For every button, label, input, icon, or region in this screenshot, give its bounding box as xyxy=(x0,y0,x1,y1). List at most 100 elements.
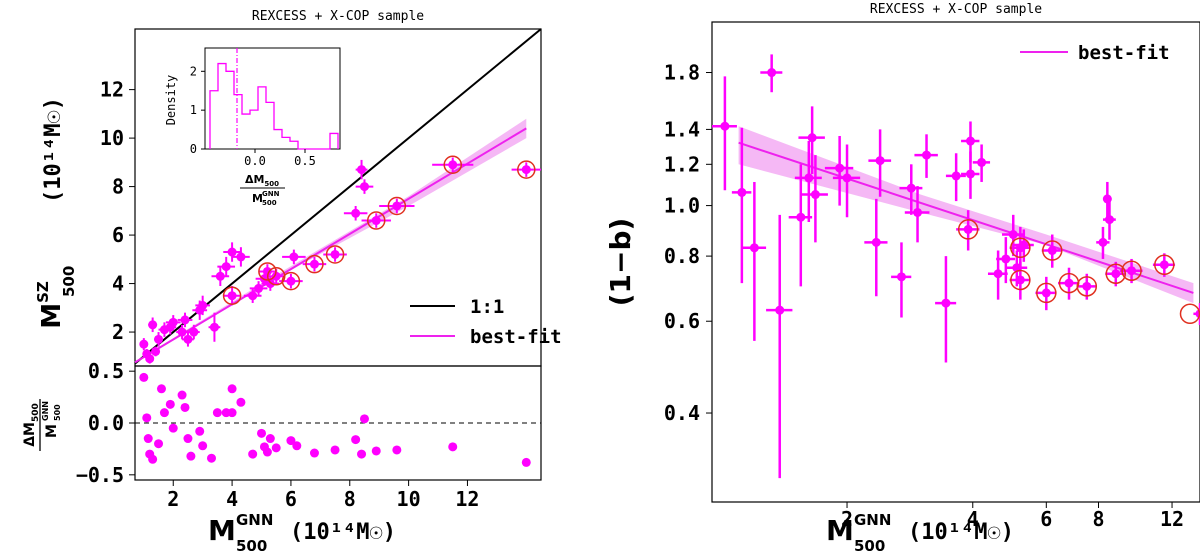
data-point xyxy=(286,276,296,286)
left-xlabel: M GNN 500 (10¹⁴M☉) xyxy=(208,511,396,555)
residual-point xyxy=(330,445,340,455)
left-ylabel-unit: (10¹⁴M☉) xyxy=(41,97,66,203)
residual-point xyxy=(198,441,208,451)
data-point xyxy=(1019,240,1029,250)
left-ylabel: MSZ 500 (10¹⁴M☉) xyxy=(34,97,78,329)
outlier-ring xyxy=(387,196,407,216)
residual-point xyxy=(212,408,222,418)
outlier-ring xyxy=(1121,260,1142,281)
data-point xyxy=(1127,266,1137,276)
data-point xyxy=(168,317,178,327)
xtick-label: 10 xyxy=(397,487,421,511)
data-point xyxy=(951,171,961,181)
outlier-ring xyxy=(258,262,277,281)
outlier-ring xyxy=(305,254,324,274)
data-point xyxy=(448,160,458,170)
legend-bestfit-label: best-fit xyxy=(470,326,562,348)
inset-ytick-label: 1 xyxy=(190,103,197,117)
data-point xyxy=(965,169,975,179)
xtick-label: 4 xyxy=(226,487,238,511)
data-point xyxy=(151,346,161,356)
ytick-label: 6 xyxy=(112,223,124,247)
data-point xyxy=(215,271,225,281)
res-ytick-label: 0.0 xyxy=(88,411,124,435)
svg-text:ΔM500: ΔM500 xyxy=(245,173,279,188)
res-ytick-label: −0.5 xyxy=(76,463,124,487)
left-xlabel-sub: 500 xyxy=(236,537,267,555)
data-point xyxy=(189,327,199,337)
residual-ylabel: ΔM500 M GNN 500 xyxy=(22,399,62,451)
outlier-ring xyxy=(222,286,242,305)
outlier-ring xyxy=(366,211,386,230)
data-point xyxy=(248,291,258,301)
left-ylabel-sub: 500 xyxy=(60,266,78,297)
data-point xyxy=(767,68,777,78)
inset-xlabel-num-sub: 500 xyxy=(264,180,279,188)
residual-point xyxy=(392,445,402,455)
data-point xyxy=(1008,230,1018,240)
residual-point xyxy=(448,442,458,452)
residual-point xyxy=(227,408,237,418)
right-xlabel-sub: 500 xyxy=(854,537,885,555)
ytick-label: 1.4 xyxy=(664,117,700,141)
ytick-label: 8 xyxy=(112,175,124,199)
data-point xyxy=(1001,254,1011,264)
data-point xyxy=(1064,278,1074,288)
data-point xyxy=(1111,269,1121,279)
left-residual-plot: 0.5 0.0 −0.5 2 4 6 8 10 12 xyxy=(76,359,541,511)
residual-point xyxy=(195,426,205,436)
residual-point xyxy=(143,434,153,444)
svg-text:M: M xyxy=(44,424,60,438)
residual-point xyxy=(357,449,367,459)
data-point xyxy=(236,252,246,262)
data-point xyxy=(289,252,299,262)
svg-text:M: M xyxy=(252,192,263,205)
residual-point xyxy=(351,435,361,445)
right-ylabel: (1−b) xyxy=(604,218,637,307)
data-point xyxy=(183,334,193,344)
data-point xyxy=(875,156,885,166)
data-point xyxy=(145,354,155,364)
residual-point xyxy=(262,447,272,457)
right-frame xyxy=(711,21,1200,503)
residual-point xyxy=(177,390,187,400)
data-point xyxy=(271,271,281,281)
outlier-ring xyxy=(281,271,301,291)
ytick-label: 1.0 xyxy=(664,194,700,218)
left-xlabel-sup: GNN xyxy=(236,511,273,529)
residual-point xyxy=(236,397,246,407)
data-point xyxy=(775,305,785,315)
fit-band xyxy=(738,126,1194,304)
right-xlabel: M GNN 500 (10¹⁴M☉) xyxy=(826,511,1014,555)
inset-histogram: 0.0 0.5 0 1 2 xyxy=(190,48,339,168)
data-point xyxy=(807,133,817,143)
data-point xyxy=(749,243,759,253)
svg-text:MSZ: MSZ xyxy=(34,281,67,329)
outlier-ring xyxy=(1010,237,1031,259)
inset-xlabel: ΔM500 M GNN 500 xyxy=(240,173,285,207)
svg-text:M: M xyxy=(208,514,236,547)
data-point xyxy=(842,173,852,183)
legend-one2one-label: 1:1 xyxy=(470,296,504,318)
residual-point xyxy=(248,449,258,459)
residual-point xyxy=(142,413,152,423)
data-point xyxy=(922,150,932,160)
data-point xyxy=(359,182,369,192)
data-point xyxy=(941,298,951,308)
left-xlabel-unit: (10¹⁴M☉) xyxy=(290,520,396,545)
residual-point xyxy=(186,451,196,461)
right-legend-label: best-fit xyxy=(1078,42,1170,64)
residual-point xyxy=(154,439,164,449)
left-xlabel-main: M xyxy=(208,514,236,547)
right-xlabel-sup: GNN xyxy=(854,511,891,529)
residual-point xyxy=(183,434,193,444)
residual-point xyxy=(292,441,302,451)
res-ylabel-den-sup: GNN xyxy=(41,401,50,421)
inset-xlabel-den: M xyxy=(252,192,263,205)
data-point xyxy=(227,291,237,301)
right-plot: 0.4 0.6 0.8 1.0 1.2 1.4 1.8 2 4 6 8 12 xyxy=(664,54,1200,531)
svg-text:ΔM500: ΔM500 xyxy=(22,403,41,447)
data-point xyxy=(796,212,806,222)
